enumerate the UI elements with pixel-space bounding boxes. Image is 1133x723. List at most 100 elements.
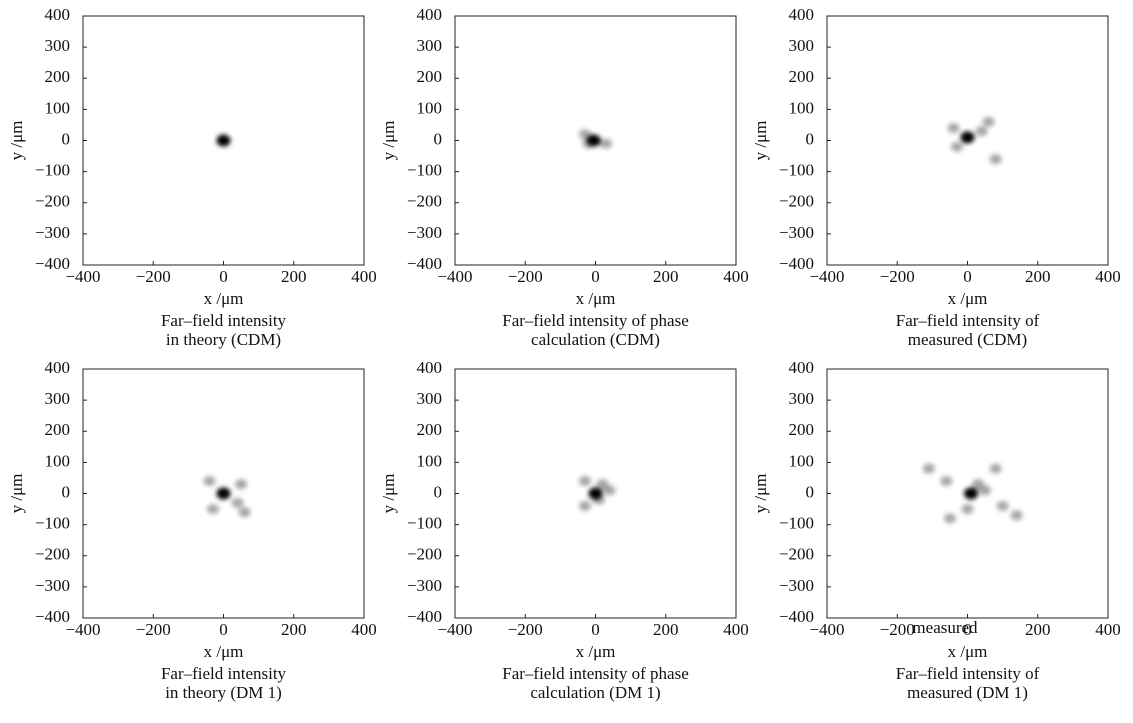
intensity-spot (206, 504, 219, 515)
x-tick-label: 0 (591, 620, 600, 639)
intensity-spot (578, 500, 591, 511)
panel-caption: measured (DM 1) (907, 683, 1028, 702)
y-tick-label: −200 (35, 192, 70, 211)
intensity-spot (996, 500, 1009, 511)
y-tick-label: 300 (789, 389, 815, 408)
y-axis-label: y /μm (7, 474, 26, 514)
panel-caption: Far–field intensity of phase (502, 311, 689, 330)
intensity-spot (947, 123, 960, 134)
y-axis-label: y /μm (379, 121, 398, 161)
y-tick-label: 300 (45, 36, 71, 55)
intensity-spot (578, 129, 591, 140)
y-tick-label: 200 (417, 420, 443, 439)
y-tick-label: −400 (35, 254, 70, 273)
intensity-spot (216, 134, 231, 147)
x-tick-label: −400 (809, 267, 844, 286)
y-axis-label: y /μm (751, 121, 770, 161)
intensity-spot (231, 497, 244, 508)
y-tick-label: −300 (779, 223, 814, 242)
y-tick-label: 400 (417, 358, 443, 377)
y-tick-label: 100 (789, 98, 815, 117)
y-tick-label: −200 (779, 192, 814, 211)
y-tick-label: 200 (45, 67, 71, 86)
panel-caption: in theory (DM 1) (165, 683, 282, 702)
intensity-spot (989, 463, 1002, 474)
y-tick-label: 200 (789, 420, 815, 439)
x-tick-label: 0 (219, 620, 228, 639)
x-tick-label: 200 (1025, 267, 1051, 286)
panel-caption: in theory (CDM) (166, 330, 281, 349)
intensity-image (578, 476, 616, 511)
x-tick-label: −200 (136, 267, 171, 286)
intensity-spot (922, 463, 935, 474)
x-tick-label: 200 (653, 620, 679, 639)
y-tick-label: 200 (417, 67, 443, 86)
y-axis-label: y /μm (751, 474, 770, 514)
intensity-spot (943, 513, 956, 524)
y-tick-label: −100 (779, 514, 814, 533)
intensity-spot (979, 485, 992, 496)
x-tick-label: 0 (963, 620, 972, 639)
panel: −400 −200 0 200 400 −400 −300 −200 −100 0 100 200 30… (7, 358, 377, 702)
x-tick-label: −200 (880, 620, 915, 639)
y-tick-label: 400 (45, 5, 71, 24)
y-tick-label: −400 (35, 607, 70, 626)
x-tick-label: 400 (723, 267, 749, 286)
panel: −400 −200 0 200 400 −400 −300 −200 −100 0 100 200 30… (751, 5, 1121, 349)
y-tick-label: 300 (789, 36, 815, 55)
x-tick-label: −400 (437, 620, 472, 639)
y-tick-label: 100 (789, 451, 815, 470)
intensity-spot (961, 504, 974, 515)
panel-caption: Far–field intensity (161, 664, 287, 683)
intensity-spot (235, 479, 248, 490)
y-axis-label: y /μm (7, 121, 26, 161)
x-tick-label: 0 (963, 267, 972, 286)
y-tick-label: 400 (789, 5, 815, 24)
x-axis-label: x /μm (204, 642, 244, 661)
x-tick-label: 0 (219, 267, 228, 286)
intensity-spot (1010, 510, 1023, 521)
x-tick-label: −200 (508, 267, 543, 286)
y-tick-label: 100 (45, 98, 71, 117)
intensity-image (216, 134, 231, 147)
panel-caption: Far–field intensity of (896, 664, 1040, 683)
panel-caption: measured (CDM) (908, 330, 1027, 349)
y-tick-label: −100 (407, 161, 442, 180)
x-tick-label: −400 (65, 267, 100, 286)
y-tick-label: 100 (417, 98, 443, 117)
y-tick-label: −100 (35, 161, 70, 180)
y-tick-label: 100 (45, 451, 71, 470)
x-tick-label: 400 (351, 267, 377, 286)
y-tick-label: −100 (407, 514, 442, 533)
y-tick-label: −100 (35, 514, 70, 533)
intensity-spot (203, 476, 216, 487)
y-tick-label: 0 (806, 129, 815, 148)
y-tick-label: −300 (35, 576, 70, 595)
intensity-spot (950, 141, 963, 152)
y-tick-label: 0 (806, 482, 815, 501)
y-tick-label: 400 (45, 358, 71, 377)
y-tick-label: 0 (434, 482, 443, 501)
intensity-spot (960, 131, 975, 144)
intensity-spot (582, 138, 595, 149)
y-tick-label: −300 (407, 223, 442, 242)
intensity-spot (600, 138, 613, 149)
y-tick-label: −400 (407, 607, 442, 626)
x-axis-label: x /μm (576, 289, 616, 308)
y-tick-label: −200 (407, 192, 442, 211)
y-tick-label: 400 (417, 5, 443, 24)
x-axis-label: x /μm (576, 642, 616, 661)
y-tick-label: 100 (417, 451, 443, 470)
intensity-image (578, 129, 613, 149)
annotation: measured (912, 618, 978, 637)
y-tick-label: −300 (407, 576, 442, 595)
panel: −400 −200 0 200 400 −400 −300 −200 −100 0 100 200 30… (751, 358, 1121, 702)
y-tick-label: −400 (779, 607, 814, 626)
panel: −400 −200 0 200 400 −400 −300 −200 −100 0 100 200 30… (379, 5, 749, 349)
y-tick-label: −200 (35, 545, 70, 564)
intensity-spot (603, 485, 616, 496)
intensity-spot (238, 507, 251, 518)
y-tick-label: −400 (407, 254, 442, 273)
x-tick-label: −400 (809, 620, 844, 639)
